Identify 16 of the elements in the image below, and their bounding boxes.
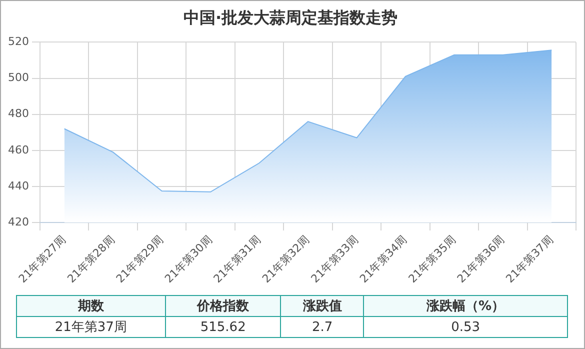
text: 0.53 bbox=[364, 316, 568, 338]
y-tick-label: 500 bbox=[8, 71, 29, 84]
y-tick-label: 480 bbox=[8, 107, 29, 120]
text: 涨跌幅（%） bbox=[364, 296, 568, 316]
text: 21年第37周 bbox=[16, 316, 166, 338]
y-tick-label: 420 bbox=[8, 215, 29, 228]
text: 涨跌值 bbox=[280, 296, 364, 316]
y-tick-label: 440 bbox=[8, 179, 29, 192]
x-tick-label: 21年第37周 bbox=[503, 233, 556, 286]
text: 期数 bbox=[16, 296, 166, 316]
text: 2.7 bbox=[280, 316, 364, 338]
chart-title: 中国·批发大蒜周定基指数走势 bbox=[183, 8, 398, 27]
y-tick-label: 460 bbox=[8, 143, 29, 156]
text: 价格指数 bbox=[165, 296, 281, 316]
y-tick-label: 520 bbox=[8, 35, 29, 48]
text: 515.62 bbox=[165, 316, 281, 338]
